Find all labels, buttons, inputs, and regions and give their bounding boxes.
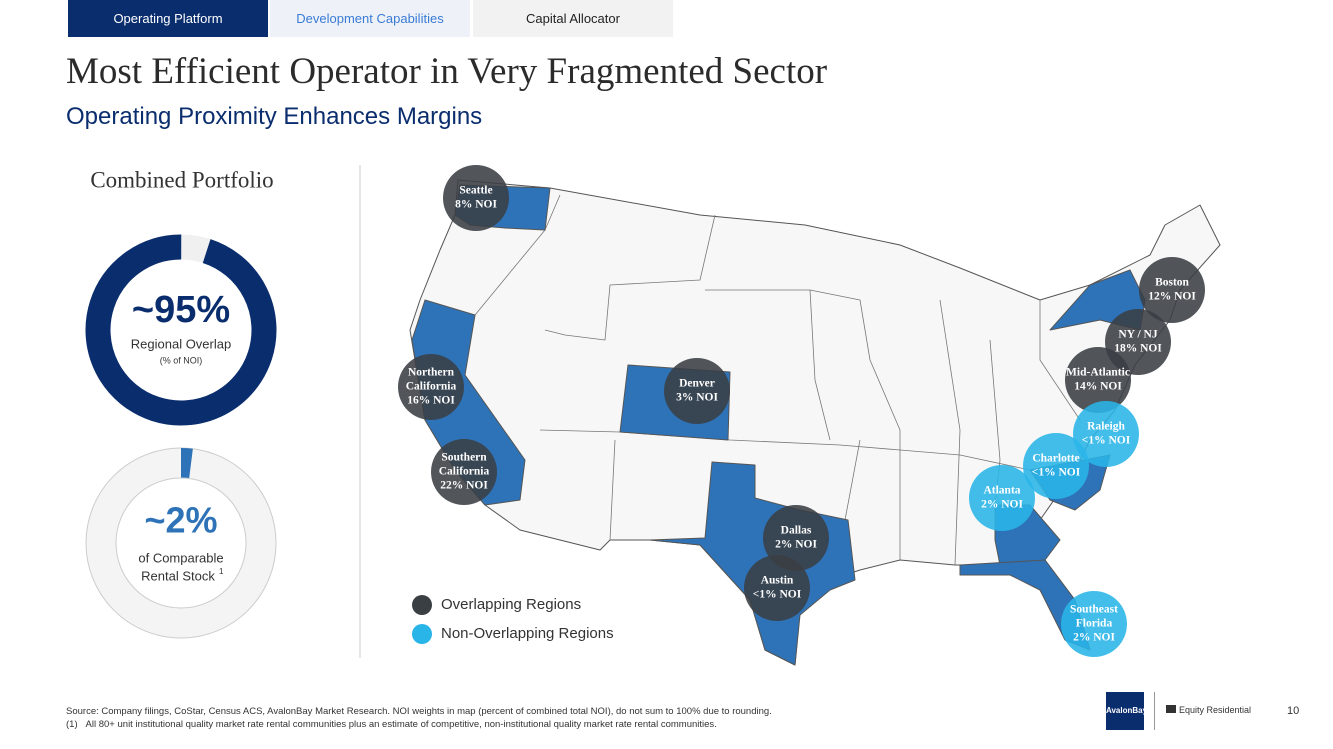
legend-swatch xyxy=(412,595,432,615)
region-noi: <1% NOI xyxy=(753,589,802,601)
region-bubble xyxy=(1139,257,1205,323)
footnote-text: All 80+ unit institutional quality marke… xyxy=(85,719,717,730)
page-number: 10 xyxy=(1287,705,1300,717)
legend-label: Non-Overlapping Regions xyxy=(441,625,614,642)
source-note: Source: Company filings, CoStar, Census … xyxy=(66,706,772,717)
region-name: Mid-Atlantic xyxy=(1066,367,1130,379)
region-bubble xyxy=(431,439,497,505)
region-bubble xyxy=(1061,591,1127,657)
donut-value: ~95% xyxy=(132,289,230,331)
donut-caption: Regional Overlap xyxy=(131,336,231,351)
equity-icon xyxy=(1166,705,1176,713)
region-noi: 3% NOI xyxy=(676,392,718,404)
region-name: California xyxy=(439,466,490,478)
region-name: Charlotte xyxy=(1032,453,1079,465)
region-noi: 2% NOI xyxy=(775,539,817,551)
region-name: Atlanta xyxy=(983,485,1020,497)
region-name: NY / NJ xyxy=(1118,329,1157,341)
donut-caption: of Comparable xyxy=(138,550,223,565)
region-noi: 2% NOI xyxy=(1073,632,1115,644)
region-name: Austin xyxy=(761,575,794,587)
region-bubble xyxy=(763,505,829,571)
region-name: Southeast xyxy=(1070,604,1118,616)
footnote-mark: 1 xyxy=(219,567,224,576)
region-name: Florida xyxy=(1076,618,1113,630)
region-bubble xyxy=(664,358,730,424)
region-bubble xyxy=(1023,433,1089,499)
legend-swatch xyxy=(412,624,432,644)
avalonbay-logo: AvalonBay xyxy=(1106,692,1147,730)
region-bubble xyxy=(744,555,810,621)
tab[interactable]: Capital Allocator xyxy=(473,0,673,37)
footnote-ref: (1) xyxy=(66,719,78,730)
donut-inner xyxy=(115,477,247,609)
region-bubble xyxy=(969,465,1035,531)
region-name: Northern xyxy=(408,367,455,379)
region-noi: 8% NOI xyxy=(455,199,497,211)
region-name: Boston xyxy=(1155,277,1189,289)
region-name: Seattle xyxy=(459,185,492,197)
footnote: (1) All 80+ unit institutional quality m… xyxy=(66,719,717,730)
region-bubble xyxy=(1065,347,1131,413)
content: Combined Portfolio xyxy=(85,165,1221,666)
donut-caption: (% of NOI) xyxy=(160,355,203,365)
title: Most Efficient Operator in Very Fragment… xyxy=(66,51,828,92)
region-noi: 14% NOI xyxy=(1074,381,1122,393)
region-bubble xyxy=(443,165,509,231)
region-bubble xyxy=(1073,401,1139,467)
region-name: Denver xyxy=(679,378,715,390)
portfolio-heading: Combined Portfolio xyxy=(90,167,273,192)
region-bubble xyxy=(398,354,464,420)
donuts: ~95% Regional Overlap (% of NOI) ~2% of Comp… xyxy=(85,234,277,639)
region-noi: <1% NOI xyxy=(1082,435,1131,447)
region-noi: 16% NOI xyxy=(407,395,455,407)
equity-logo: Equity Residential xyxy=(1166,705,1251,715)
region-noi: 18% NOI xyxy=(1114,343,1162,355)
legend-label: Overlapping Regions xyxy=(441,596,581,613)
region-noi: 2% NOI xyxy=(981,499,1023,511)
subtitle: Operating Proximity Enhances Margins xyxy=(66,103,483,130)
donut-caption: Rental Stock xyxy=(141,568,215,583)
region-name: Dallas xyxy=(781,525,812,537)
logo-divider xyxy=(1154,692,1155,730)
donut-value: ~2% xyxy=(144,500,217,541)
donut-arc xyxy=(86,448,276,638)
tab[interactable]: Development Capabilities xyxy=(270,0,470,37)
region-noi: 12% NOI xyxy=(1148,291,1196,303)
regions: Seattle 8% NOI Northern California 16% NOI So… xyxy=(398,165,1205,657)
region-name: Raleigh xyxy=(1087,421,1125,433)
region-name: California xyxy=(406,381,457,393)
equity-text: Equity Residential xyxy=(1179,705,1252,715)
region-noi: 22% NOI xyxy=(440,480,488,492)
region-name: Southern xyxy=(441,452,487,464)
region-noi: <1% NOI xyxy=(1032,467,1081,479)
donut-arc xyxy=(85,234,277,426)
tab[interactable]: Operating Platform xyxy=(68,0,268,37)
